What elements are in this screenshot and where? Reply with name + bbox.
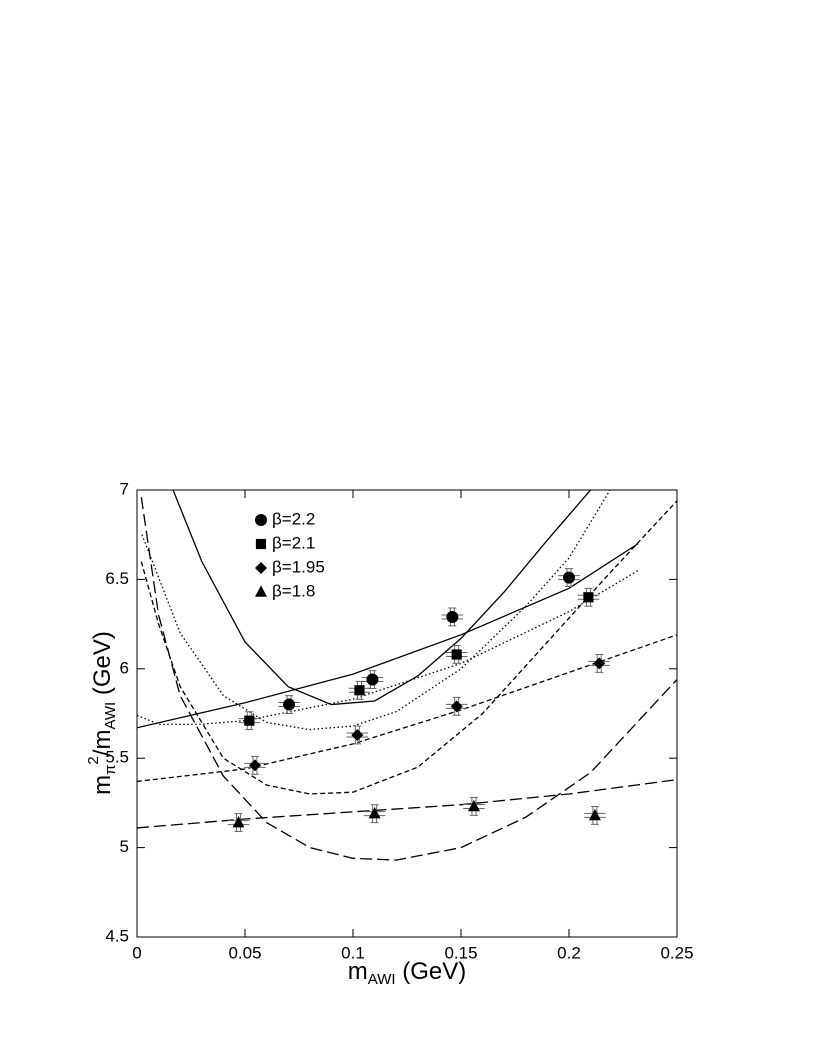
legend-label: β=2.2 bbox=[272, 509, 315, 528]
fit-curve bbox=[137, 779, 677, 829]
label-part: m bbox=[348, 958, 368, 985]
x-tick-label: 0.05 bbox=[228, 943, 261, 962]
point bbox=[450, 700, 463, 713]
fit-curve bbox=[137, 634, 677, 783]
y-tick-label: 6.5 bbox=[105, 569, 129, 588]
y-tick-label: 5.5 bbox=[105, 748, 129, 767]
label-part: (GeV) bbox=[396, 958, 467, 985]
label-part: 2 bbox=[85, 756, 102, 764]
fit-curve bbox=[137, 543, 639, 729]
x-tick-label: 0.1 bbox=[341, 943, 365, 962]
fit-curve bbox=[140, 500, 677, 795]
point bbox=[563, 571, 575, 584]
label-part: AWI bbox=[368, 971, 396, 988]
label-part: m bbox=[89, 775, 116, 795]
point bbox=[354, 685, 365, 696]
point bbox=[593, 657, 606, 670]
point bbox=[248, 759, 261, 772]
legend-marker bbox=[255, 585, 267, 597]
y-tick-label: 7 bbox=[120, 479, 129, 498]
legend-marker bbox=[255, 514, 267, 526]
fit-curve bbox=[140, 497, 677, 861]
x-tick-label: 0.25 bbox=[660, 943, 693, 962]
point bbox=[232, 815, 245, 828]
label-part: /m bbox=[89, 730, 116, 757]
x-axis-label: mAWI (GeV) bbox=[348, 958, 466, 988]
y-tick-label: 6 bbox=[120, 658, 129, 677]
point bbox=[244, 715, 255, 726]
point bbox=[451, 649, 462, 660]
legend-marker bbox=[255, 562, 267, 574]
point bbox=[351, 728, 364, 741]
point bbox=[588, 808, 601, 821]
y-tick-label: 4.5 bbox=[105, 926, 129, 945]
point bbox=[366, 673, 379, 686]
label-part: AWI bbox=[102, 702, 119, 730]
legend-label: β=2.1 bbox=[272, 533, 315, 552]
plot-frame bbox=[136, 489, 678, 938]
legend-label: β=1.95 bbox=[272, 557, 325, 576]
fit-curve bbox=[137, 569, 639, 725]
y-axis-label: mπ2/mAWI (GeV) bbox=[85, 631, 119, 795]
fit-curve bbox=[141, 490, 611, 731]
legend-marker bbox=[255, 538, 267, 550]
legend-label: β=1.8 bbox=[272, 581, 315, 600]
label-part: π bbox=[102, 765, 119, 775]
x-tick-label: 0.15 bbox=[444, 943, 477, 962]
label-part: (GeV) bbox=[89, 631, 116, 702]
y-tick-label: 5 bbox=[120, 837, 129, 856]
point bbox=[283, 698, 296, 711]
point bbox=[368, 807, 381, 819]
x-tick-label: 0.2 bbox=[557, 943, 581, 962]
x-tick-label: 0 bbox=[132, 943, 141, 962]
fit-curves bbox=[137, 490, 677, 861]
point bbox=[467, 799, 480, 812]
point bbox=[446, 610, 459, 623]
point bbox=[583, 592, 594, 603]
fit-curve bbox=[172, 490, 592, 706]
